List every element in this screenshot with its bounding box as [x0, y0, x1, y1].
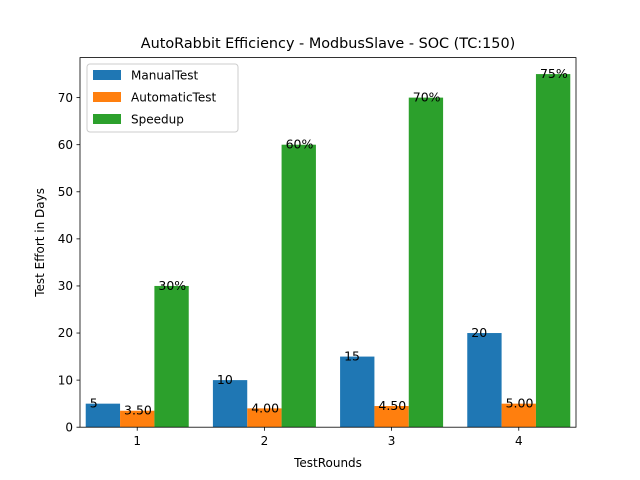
- bar-label-manualtest-3: 15: [344, 349, 360, 364]
- legend-swatch-automatictest: [93, 92, 121, 102]
- x-tick-label: 2: [261, 434, 269, 448]
- bar-speedup-3: [408, 97, 444, 428]
- legend-label-speedup: Speedup: [131, 113, 184, 127]
- x-tick-label: 4: [515, 434, 523, 448]
- bar-label-speedup-4: 75%: [540, 66, 568, 81]
- y-tick-label: 20: [58, 326, 73, 340]
- bar-label-automatictest-1: 3.50: [124, 403, 152, 418]
- bar-automatictest-2: [247, 408, 282, 428]
- y-tick-label: 60: [58, 138, 73, 152]
- bar-label-manualtest-4: 20: [471, 325, 487, 340]
- bar-label-automatictest-2: 4.00: [251, 400, 279, 415]
- bars-layer: [85, 74, 571, 428]
- legend-label-automatictest: AutomaticTest: [131, 91, 216, 105]
- y-tick-label: 30: [58, 279, 73, 293]
- bar-automatictest-4: [501, 403, 536, 428]
- bar-label-automatictest-3: 4.50: [378, 398, 406, 413]
- bar-automatictest-1: [120, 410, 155, 428]
- chart-title: AutoRabbit Efficiency - ModbusSlave - SO…: [141, 36, 515, 52]
- bar-speedup-4: [535, 74, 571, 428]
- legend-box: [86, 63, 239, 133]
- bar-label-automatictest-4: 5.00: [506, 396, 534, 411]
- x-tick-label: 1: [133, 434, 141, 448]
- bar-label-speedup-1: 30%: [158, 278, 186, 293]
- bar-manualtest-3: [340, 356, 375, 428]
- legend-label-manualtest: ManualTest: [131, 69, 199, 83]
- bar-manualtest-1: [85, 403, 121, 428]
- bar-label-speedup-3: 70%: [413, 90, 441, 105]
- plot-frame: [79, 57, 577, 428]
- bar-manualtest-2: [212, 380, 248, 428]
- bar-label-speedup-2: 60%: [286, 137, 314, 152]
- legend-swatch-speedup: [93, 114, 121, 124]
- y-tick-label: 0: [65, 420, 73, 434]
- x-axis: 1 2 3 4: [133, 427, 523, 448]
- legend: ManualTest AutomaticTest Speedup: [86, 63, 239, 133]
- y-axis: 0 10 20 30 40 50 60 70: [58, 91, 80, 434]
- y-tick-label: 50: [58, 185, 73, 199]
- bar-speedup-1: [154, 285, 189, 428]
- x-tick-label: 3: [388, 434, 396, 448]
- legend-swatch-manualtest: [93, 70, 121, 80]
- y-tick-label: 70: [58, 91, 73, 105]
- y-axis-label: Test Effort in Days: [33, 188, 47, 298]
- bar-speedup-2: [281, 144, 316, 428]
- bar-automatictest-3: [374, 406, 409, 428]
- bar-labels-layer: 5 10 15 20 3.50 4.00 4.50 5.00 30% 60% 70% 75%: [90, 66, 568, 418]
- bar-label-manualtest-2: 10: [217, 372, 233, 387]
- y-tick-label: 40: [58, 232, 73, 246]
- y-tick-label: 10: [58, 373, 73, 387]
- x-axis-label: TestRounds: [293, 456, 362, 470]
- bar-manualtest-4: [467, 333, 502, 428]
- bar-label-manualtest-1: 5: [90, 396, 98, 411]
